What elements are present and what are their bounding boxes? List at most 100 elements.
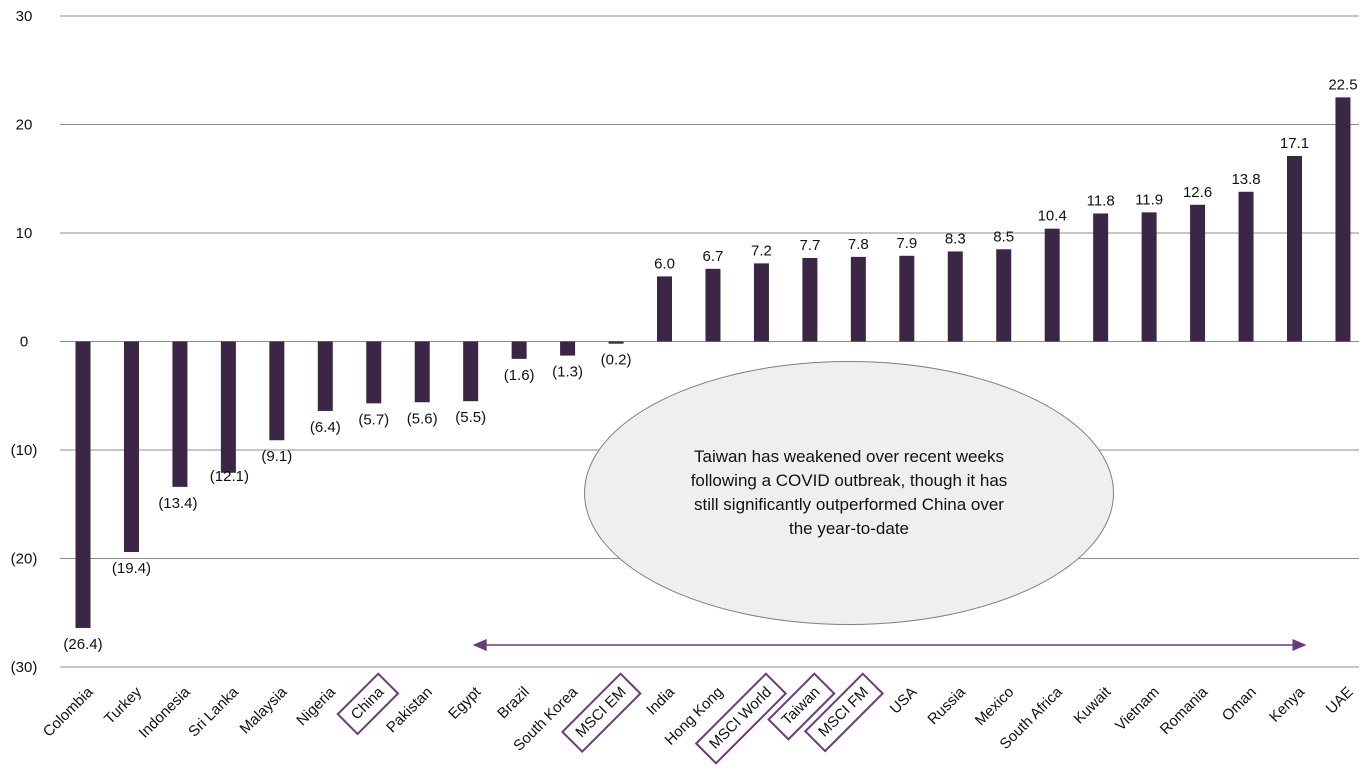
x-tick: USA [887, 684, 921, 718]
x-tick: Mexico [972, 684, 1018, 730]
x-tick-label: USA [887, 684, 921, 718]
x-tick: Kuwait [1070, 683, 1114, 727]
bars [75, 97, 1351, 628]
y-axis: 30 20 10 0 (10) (20) (30) [11, 8, 38, 676]
x-tick: Russia [924, 683, 969, 728]
data-label: (13.4) [158, 495, 197, 512]
x-tick-label: Malaysia [237, 683, 291, 737]
x-tick-label: Kuwait [1070, 683, 1114, 727]
data-label: (1.3) [552, 364, 583, 381]
bar [220, 341, 236, 473]
highlight-box [767, 672, 836, 741]
data-label: (19.4) [112, 560, 151, 577]
bar [899, 255, 915, 342]
x-tick: Pakistan [383, 684, 436, 737]
data-label: (6.4) [310, 419, 341, 436]
data-label: (5.7) [358, 411, 389, 428]
bar [802, 257, 818, 342]
x-tick-label: Sri Lanka [185, 683, 242, 740]
x-tick-label: Brazil [494, 684, 533, 723]
bar [75, 341, 91, 628]
x-tick: MSCI FM [803, 672, 885, 753]
x-tick: Oman [1219, 684, 1260, 725]
bar [608, 341, 624, 344]
data-label: 6.7 [703, 248, 724, 265]
x-tick-label: China [348, 683, 388, 723]
data-label: 6.0 [654, 255, 675, 272]
x-tick: MSCI World [694, 672, 788, 765]
x-tick-label: Colombia [40, 683, 97, 740]
x-tick: Egypt [445, 683, 485, 723]
x-tick: Kenya [1266, 683, 1309, 726]
y-tick-label: 30 [16, 8, 33, 25]
data-label: 10.4 [1038, 208, 1067, 225]
bar [996, 249, 1012, 342]
bar [123, 341, 139, 552]
y-tick-label: 0 [20, 334, 28, 351]
bar [1044, 228, 1060, 342]
bar [850, 256, 866, 342]
x-tick-label: Taiwan [778, 684, 823, 729]
x-tick-label: Turkey [101, 683, 145, 727]
x-tick: Sri Lanka [185, 683, 242, 740]
x-tick: MSCI EM [561, 672, 642, 754]
range-arrow [472, 639, 1307, 651]
x-tick: Brazil [494, 684, 533, 723]
data-label: 7.2 [751, 242, 772, 259]
data-label: (0.2) [601, 352, 632, 369]
x-tick: Vietnam [1112, 684, 1163, 735]
data-label: 7.7 [799, 237, 820, 254]
x-tick-label: Vietnam [1112, 684, 1163, 735]
data-label: 11.9 [1135, 191, 1163, 208]
bar [1335, 97, 1351, 342]
x-tick-label: Egypt [445, 683, 485, 723]
data-label: 8.5 [993, 228, 1014, 245]
bar [1093, 213, 1109, 342]
data-label: (9.1) [261, 448, 292, 465]
y-tick-label: 10 [16, 225, 33, 242]
bar [705, 268, 721, 342]
x-tick-label: Oman [1219, 684, 1260, 725]
data-label: 7.9 [896, 235, 917, 252]
data-labels: (26.4) (19.4) (13.4) (12.1) (9.1) (6.4) (5.7) (… [63, 76, 1357, 653]
x-tick-label: Russia [924, 683, 969, 728]
x-tick-label: Indonesia [136, 683, 194, 741]
bar [947, 251, 963, 342]
bar [753, 263, 769, 342]
data-label: 22.5 [1328, 76, 1357, 93]
x-tick: Nigeria [293, 683, 339, 729]
annotation-bubble: Taiwan has weakened over recent weeks fo… [584, 361, 1114, 625]
data-label: 12.6 [1183, 184, 1212, 201]
bar [317, 341, 333, 411]
annotation-text: Taiwan has weakened over recent weeks fo… [690, 447, 1008, 538]
x-tick: Turkey [101, 683, 145, 727]
bar [172, 341, 188, 487]
x-tick-label: Nigeria [293, 683, 339, 729]
arrow-head-left [472, 639, 487, 651]
data-label: (5.6) [407, 410, 438, 427]
y-tick-label: (20) [11, 551, 38, 568]
bar [366, 341, 382, 404]
x-tick: Colombia [40, 683, 97, 740]
data-label: (12.1) [210, 468, 249, 485]
y-tick-label: (10) [11, 442, 38, 459]
bar [1190, 204, 1206, 342]
highlight-box [561, 672, 642, 754]
bar [269, 341, 285, 441]
bar [463, 341, 479, 402]
bar [511, 341, 527, 359]
y-tick-label: (30) [11, 659, 38, 676]
data-label: (5.5) [455, 409, 486, 426]
x-tick: Malaysia [237, 683, 291, 737]
arrow-head-right [1292, 639, 1307, 651]
data-label: (1.6) [504, 367, 535, 384]
data-label: 8.3 [945, 230, 966, 247]
x-tick-label: India [643, 683, 678, 718]
x-tick: India [643, 683, 678, 718]
bar [1141, 212, 1157, 342]
bar [560, 341, 576, 356]
data-label: 11.8 [1087, 192, 1115, 209]
x-tick-label: UAE [1323, 684, 1357, 718]
bar [1287, 155, 1302, 342]
